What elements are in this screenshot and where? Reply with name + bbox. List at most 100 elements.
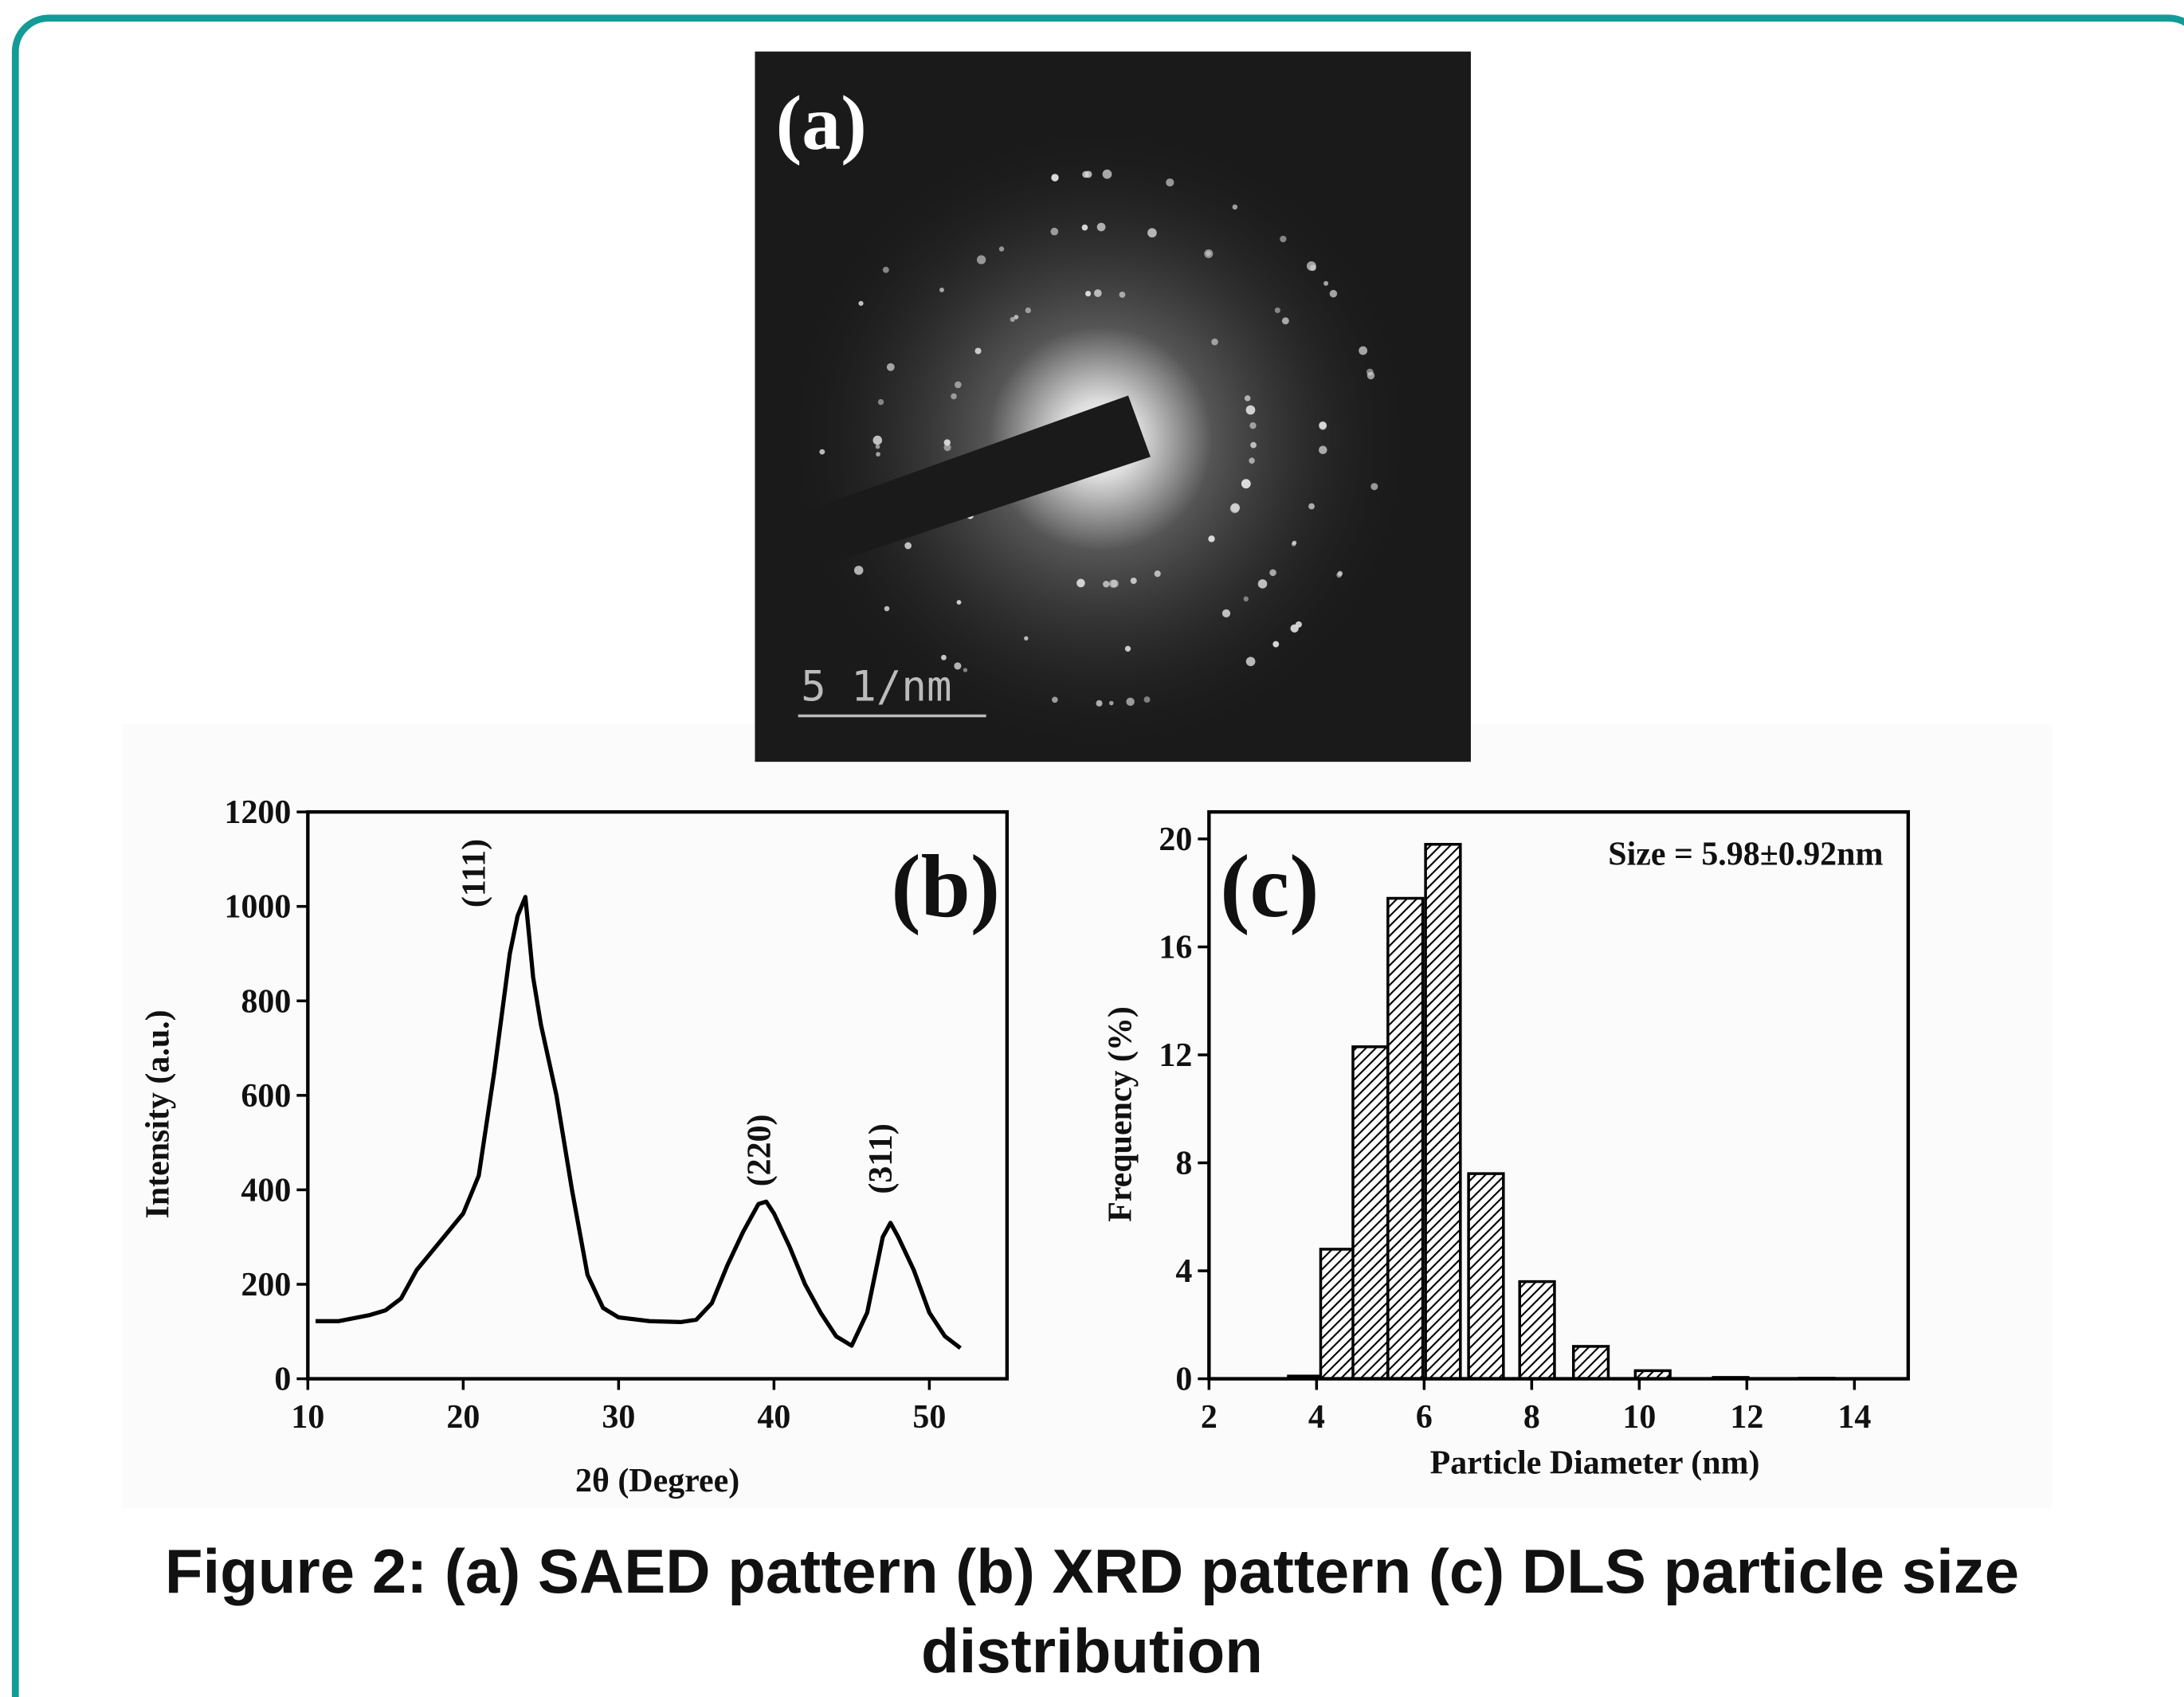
spot xyxy=(1084,170,1092,178)
y-tick-label: 8 xyxy=(1175,1146,1192,1182)
spot xyxy=(1096,700,1103,707)
y-tick-label: 1000 xyxy=(224,889,291,926)
spot xyxy=(1359,346,1368,355)
spot xyxy=(1319,445,1327,454)
frame xyxy=(11,14,2184,1697)
spot xyxy=(1076,578,1085,588)
beam-stopper xyxy=(774,395,1151,582)
histogram-bar xyxy=(1424,843,1462,1381)
spot xyxy=(1147,228,1157,238)
y-tick-label: 20 xyxy=(1159,821,1192,858)
spot xyxy=(1093,289,1102,297)
spot xyxy=(1232,204,1238,210)
x-tick-label: 50 xyxy=(912,1399,946,1436)
x-tick-label: 6 xyxy=(1416,1399,1433,1436)
spot xyxy=(1245,405,1256,415)
spot xyxy=(1329,289,1338,298)
spot xyxy=(956,600,962,605)
histogram-bar xyxy=(1386,896,1425,1381)
spot xyxy=(1243,596,1249,602)
y-tick-label: 12 xyxy=(1159,1037,1192,1074)
spot xyxy=(1370,483,1378,491)
spot xyxy=(1025,307,1031,314)
spot xyxy=(872,435,883,445)
spot xyxy=(1051,174,1059,182)
panel-label: (a) xyxy=(776,80,867,167)
panel-label: (c) xyxy=(1220,837,1319,936)
spot xyxy=(1241,479,1251,489)
x-axis-label: 2θ (Degree) xyxy=(575,1463,739,1499)
spot xyxy=(1281,317,1289,325)
spot xyxy=(1250,441,1257,449)
spot xyxy=(1336,572,1343,578)
spot xyxy=(1204,249,1214,258)
spot xyxy=(1208,535,1215,543)
x-axis-label: Particle Diameter (nm) xyxy=(1430,1444,1760,1481)
caption: Figure 2: (a) SAED pattern (b) XRD patte… xyxy=(164,1536,2020,1686)
spot xyxy=(1295,621,1302,628)
spot xyxy=(1280,235,1287,243)
spot xyxy=(1244,395,1251,402)
spot xyxy=(1050,227,1059,236)
spot xyxy=(1319,421,1327,430)
y-tick-label: 4 xyxy=(1175,1253,1192,1290)
x-tick-label: 40 xyxy=(757,1399,790,1436)
x-tick-label: 2 xyxy=(1201,1399,1217,1436)
panel-label: (b) xyxy=(891,837,1000,936)
spot xyxy=(1323,280,1329,286)
spot xyxy=(1166,178,1174,187)
histogram-bar xyxy=(1518,1280,1556,1381)
spot xyxy=(1274,307,1280,313)
y-tick-label: 600 xyxy=(241,1078,291,1115)
histogram-bar xyxy=(1319,1248,1357,1381)
spot xyxy=(1119,291,1126,298)
spot xyxy=(943,444,951,452)
spot xyxy=(1126,697,1135,707)
spot xyxy=(904,542,912,550)
spot xyxy=(1257,579,1268,589)
spot xyxy=(1245,656,1256,667)
histogram-bar xyxy=(1571,1345,1610,1381)
spot xyxy=(1103,581,1110,588)
spot xyxy=(886,363,895,371)
spot xyxy=(1221,609,1231,617)
plot-frame xyxy=(1207,809,1911,1381)
spot xyxy=(819,449,825,455)
histogram-bar xyxy=(1467,1172,1505,1381)
y-tick-label: 800 xyxy=(241,983,291,1020)
x-tick-label: 30 xyxy=(602,1399,635,1436)
spot xyxy=(1310,265,1316,272)
x-tick-label: 10 xyxy=(291,1399,324,1436)
spot xyxy=(1291,541,1296,547)
y-tick-label: 16 xyxy=(1159,929,1192,966)
spot xyxy=(1269,569,1276,577)
x-tick-label: 12 xyxy=(1730,1399,1763,1436)
spot xyxy=(1366,371,1375,380)
spot xyxy=(1272,641,1280,648)
spot xyxy=(877,398,884,406)
spot xyxy=(998,246,1005,252)
spot xyxy=(876,452,880,457)
spot xyxy=(1211,338,1218,346)
spot xyxy=(1108,579,1118,588)
peak-label: (311) xyxy=(863,1123,900,1194)
spot xyxy=(1102,169,1112,179)
spot xyxy=(963,668,968,672)
spot xyxy=(858,300,864,306)
spot xyxy=(939,288,944,292)
spot xyxy=(1143,696,1151,703)
x-tick-label: 14 xyxy=(1837,1399,1871,1436)
spot xyxy=(884,606,890,612)
x-tick-label: 10 xyxy=(1622,1399,1656,1436)
spot xyxy=(1010,316,1015,323)
y-tick-label: 1200 xyxy=(224,794,291,831)
spot xyxy=(974,347,982,355)
spot xyxy=(1249,457,1255,464)
spot xyxy=(875,444,880,449)
spot xyxy=(955,381,962,389)
spot xyxy=(1130,577,1137,584)
spot xyxy=(1308,503,1315,510)
x-tick-label: 8 xyxy=(1523,1399,1540,1436)
